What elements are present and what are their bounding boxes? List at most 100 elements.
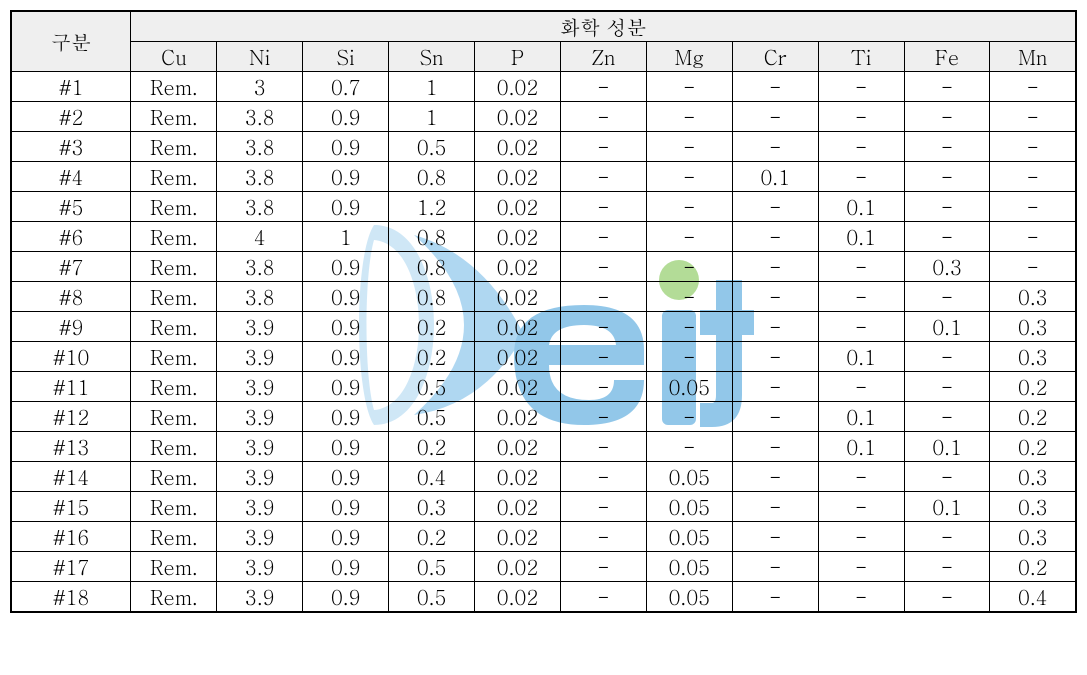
- column-header: Sn: [389, 42, 475, 72]
- table-cell: -: [560, 192, 646, 222]
- table-row: #7Rem.3.80.90.80.02----0.3-: [11, 252, 1076, 282]
- table-row: #5Rem.3.80.91.20.02---0.1--: [11, 192, 1076, 222]
- row-label: #8: [11, 282, 131, 312]
- table-cell: -: [904, 222, 990, 252]
- table-cell: -: [560, 552, 646, 582]
- table-cell: -: [646, 402, 732, 432]
- table-cell: 0.1: [732, 162, 818, 192]
- table-cell: -: [818, 372, 904, 402]
- table-cell: 0.9: [303, 432, 389, 462]
- table-cell: Rem.: [131, 342, 217, 372]
- table-cell: 0.3: [990, 492, 1076, 522]
- row-label: #13: [11, 432, 131, 462]
- table-cell: -: [732, 102, 818, 132]
- table-row: #14Rem.3.90.90.40.02-0.05---0.3: [11, 462, 1076, 492]
- table-cell: 0.05: [646, 492, 732, 522]
- table-cell: Rem.: [131, 222, 217, 252]
- table-cell: 3.9: [217, 432, 303, 462]
- table-cell: 3.9: [217, 402, 303, 432]
- table-cell: 0.2: [990, 432, 1076, 462]
- table-row: #8Rem.3.80.90.80.02-----0.3: [11, 282, 1076, 312]
- row-label: #7: [11, 252, 131, 282]
- table-cell: -: [818, 312, 904, 342]
- table-container: 구분 화학 성분 CuNiSiSnPZnMgCrTiFeMn #1Rem.30.…: [10, 10, 1077, 613]
- row-label: #15: [11, 492, 131, 522]
- table-cell: 0.9: [303, 402, 389, 432]
- table-cell: -: [732, 312, 818, 342]
- table-cell: 0.9: [303, 192, 389, 222]
- table-cell: Rem.: [131, 162, 217, 192]
- table-cell: Rem.: [131, 552, 217, 582]
- table-cell: -: [904, 162, 990, 192]
- table-cell: -: [818, 582, 904, 613]
- table-cell: Rem.: [131, 72, 217, 102]
- table-cell: -: [732, 282, 818, 312]
- table-cell: 0.8: [389, 252, 475, 282]
- table-cell: 0.2: [389, 342, 475, 372]
- table-row: #16Rem.3.90.90.20.02-0.05---0.3: [11, 522, 1076, 552]
- table-cell: 0.1: [818, 222, 904, 252]
- table-cell: 0.02: [475, 522, 561, 552]
- table-cell: -: [560, 132, 646, 162]
- table-cell: -: [904, 552, 990, 582]
- table-cell: 0.05: [646, 552, 732, 582]
- table-cell: 0.5: [389, 372, 475, 402]
- table-row: #18Rem.3.90.90.50.02-0.05---0.4: [11, 582, 1076, 613]
- table-cell: -: [732, 342, 818, 372]
- table-cell: 0.5: [389, 132, 475, 162]
- table-body: #1Rem.30.710.02------#2Rem.3.80.910.02--…: [11, 72, 1076, 613]
- table-cell: -: [904, 192, 990, 222]
- table-cell: 0.02: [475, 402, 561, 432]
- table-cell: -: [560, 402, 646, 432]
- table-cell: -: [732, 72, 818, 102]
- row-label: #5: [11, 192, 131, 222]
- column-header-row: CuNiSiSnPZnMgCrTiFeMn: [11, 42, 1076, 72]
- table-cell: 3.9: [217, 312, 303, 342]
- table-row: #1Rem.30.710.02------: [11, 72, 1076, 102]
- table-cell: Rem.: [131, 252, 217, 282]
- table-cell: -: [818, 162, 904, 192]
- row-label: #18: [11, 582, 131, 613]
- table-cell: 3.8: [217, 162, 303, 192]
- table-row: #15Rem.3.90.90.30.02-0.05--0.10.3: [11, 492, 1076, 522]
- column-header: Cr: [732, 42, 818, 72]
- table-cell: -: [646, 312, 732, 342]
- column-header: Si: [303, 42, 389, 72]
- table-cell: 0.02: [475, 282, 561, 312]
- table-cell: -: [560, 312, 646, 342]
- table-cell: -: [646, 342, 732, 372]
- table-cell: 0.3: [990, 522, 1076, 552]
- table-cell: -: [646, 162, 732, 192]
- table-cell: -: [560, 522, 646, 552]
- table-cell: 0.02: [475, 432, 561, 462]
- table-cell: 0.02: [475, 342, 561, 372]
- table-cell: -: [990, 252, 1076, 282]
- table-cell: 0.02: [475, 552, 561, 582]
- table-cell: 3.8: [217, 252, 303, 282]
- row-label: #14: [11, 462, 131, 492]
- table-cell: 0.05: [646, 582, 732, 613]
- table-cell: -: [990, 192, 1076, 222]
- table-cell: 0.1: [904, 432, 990, 462]
- table-cell: 0.3: [389, 492, 475, 522]
- table-cell: 0.3: [990, 462, 1076, 492]
- table-cell: -: [646, 432, 732, 462]
- table-cell: 0.02: [475, 372, 561, 402]
- table-cell: -: [732, 222, 818, 252]
- table-row: #11Rem.3.90.90.50.02-0.05---0.2: [11, 372, 1076, 402]
- corner-header: 구분: [11, 11, 131, 72]
- table-cell: -: [904, 102, 990, 132]
- table-cell: 0.02: [475, 72, 561, 102]
- table-row: #2Rem.3.80.910.02------: [11, 102, 1076, 132]
- table-cell: Rem.: [131, 372, 217, 402]
- table-cell: 3.9: [217, 522, 303, 552]
- table-cell: -: [990, 102, 1076, 132]
- table-cell: 0.5: [389, 552, 475, 582]
- table-cell: 0.02: [475, 492, 561, 522]
- table-cell: 3: [217, 72, 303, 102]
- table-cell: 0.8: [389, 222, 475, 252]
- table-cell: 0.02: [475, 462, 561, 492]
- table-cell: 3.9: [217, 342, 303, 372]
- table-cell: 0.5: [389, 582, 475, 613]
- table-row: #17Rem.3.90.90.50.02-0.05---0.2: [11, 552, 1076, 582]
